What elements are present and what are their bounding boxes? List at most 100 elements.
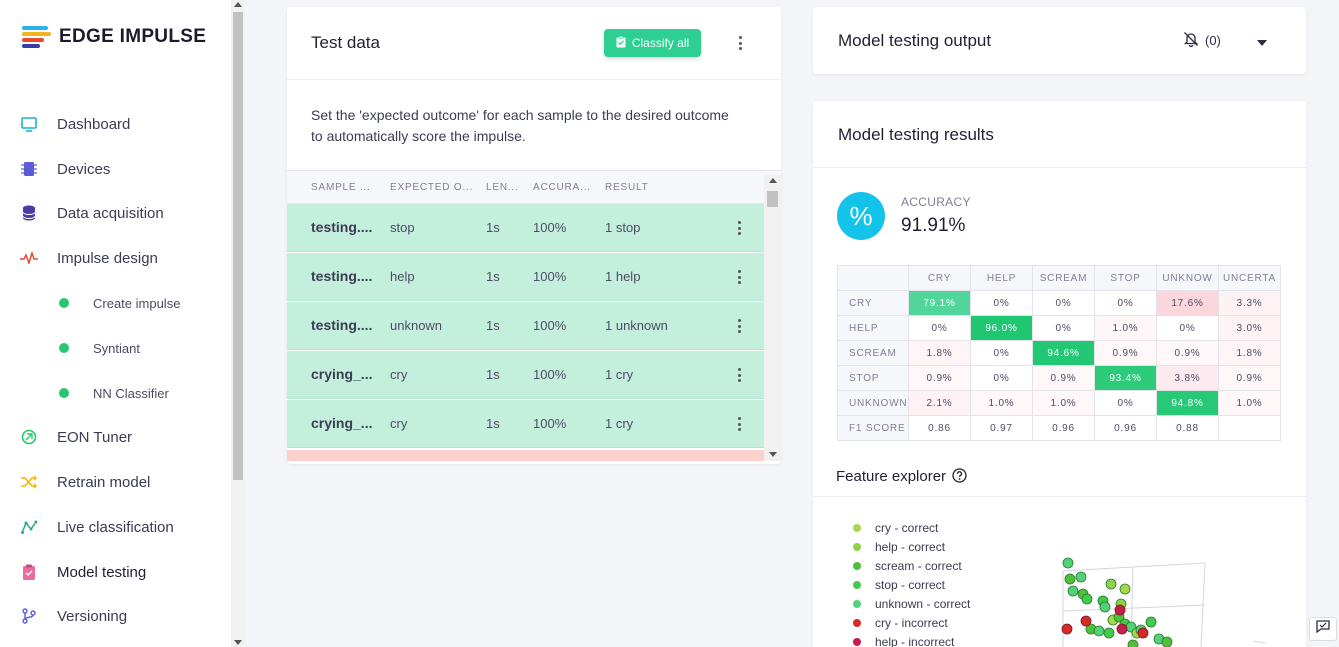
matrix-column-header: HELP xyxy=(970,265,1033,291)
classify-all-label: Classify all xyxy=(631,36,690,50)
confusion-matrix: CRY HELP SCREAM STOP UNKNOW UNCERTA CRY … xyxy=(837,265,1281,441)
sidebar-item-label: Retrain model xyxy=(57,473,151,491)
column-header[interactable]: LEN... xyxy=(486,182,519,193)
sidebar-item-retrain-model[interactable]: Retrain model xyxy=(0,462,231,502)
sample-accuracy: 100% xyxy=(533,367,567,382)
sample-name[interactable]: testing.... xyxy=(311,268,373,284)
feedback-button[interactable] xyxy=(1309,617,1337,641)
help-circle-icon[interactable] xyxy=(952,468,967,487)
legend-swatch xyxy=(853,581,861,589)
scrollbar-thumb[interactable] xyxy=(767,191,778,207)
test-data-menu-icon[interactable] xyxy=(738,36,742,50)
sidebar-item-create-impulse[interactable]: Create impulse xyxy=(0,283,231,323)
sample-name[interactable]: testing.... xyxy=(311,219,373,235)
chevron-down-icon[interactable] xyxy=(1257,40,1267,46)
legend-swatch xyxy=(853,543,861,551)
bell-off-icon xyxy=(1183,31,1199,50)
table-row-incorrect[interactable] xyxy=(287,450,764,461)
legend-item[interactable]: stop - correct xyxy=(853,578,945,592)
sample-name[interactable]: crying_... xyxy=(311,415,373,431)
scroll-up-icon[interactable] xyxy=(234,2,242,7)
scroll-up-icon[interactable] xyxy=(769,178,777,183)
matrix-cell: 1.0% xyxy=(1032,390,1095,416)
sidebar-item-live-classification[interactable]: Live classification xyxy=(0,507,231,547)
sample-length: 1s xyxy=(486,318,500,333)
expected-outcome[interactable]: stop xyxy=(390,220,415,235)
legend-item[interactable]: help - incorrect xyxy=(853,635,954,647)
column-header[interactable]: SAMPLE ... xyxy=(311,182,371,193)
matrix-cell: 0.9% xyxy=(1218,365,1281,391)
matrix-cell: 0% xyxy=(1094,390,1157,416)
sample-name[interactable]: testing.... xyxy=(311,317,373,333)
matrix-cell: 94.8% xyxy=(1156,390,1219,416)
legend-label: scream - correct xyxy=(875,559,962,573)
sample-name[interactable]: crying_... xyxy=(311,366,373,382)
legend-item[interactable]: scream - correct xyxy=(853,559,962,573)
legend-item[interactable]: help - correct xyxy=(853,540,945,554)
legend-item[interactable]: cry - correct xyxy=(853,521,938,535)
feature-explorer-plot[interactable] xyxy=(1043,541,1306,647)
matrix-cell: 0.9% xyxy=(1156,340,1219,366)
table-row[interactable]: crying_... cry 1s 100% 1 cry xyxy=(287,400,764,448)
divider xyxy=(287,79,781,80)
matrix-row-header: STOP xyxy=(837,365,909,391)
expected-outcome[interactable]: cry xyxy=(390,416,408,431)
f1-score-cell: 0.96 xyxy=(1032,415,1095,441)
sidebar-item-syntiant[interactable]: Syntiant xyxy=(0,328,231,368)
sample-accuracy: 100% xyxy=(533,220,567,235)
matrix-cell: 93.4% xyxy=(1094,365,1157,391)
legend-item[interactable]: cry - incorrect xyxy=(853,616,948,630)
f1-score-cell: 0.96 xyxy=(1094,415,1157,441)
row-menu-icon[interactable] xyxy=(737,221,741,235)
column-header[interactable]: RESULT xyxy=(605,182,649,193)
scroll-down-icon[interactable] xyxy=(769,452,777,457)
classify-all-button[interactable]: Classify all xyxy=(604,29,701,57)
sample-length: 1s xyxy=(486,220,500,235)
sidebar-item-label: Data acquisition xyxy=(57,204,164,222)
sidebar-item-label: Devices xyxy=(57,160,111,178)
column-header[interactable]: ACCURA... xyxy=(533,182,591,193)
sample-accuracy: 100% xyxy=(533,269,567,284)
legend-item[interactable]: unknown - correct xyxy=(853,597,970,611)
sidebar-item-eon-tuner[interactable]: EON Tuner xyxy=(0,417,231,457)
table-scrollbar[interactable] xyxy=(764,175,781,461)
sidebar-item-devices[interactable]: Devices xyxy=(0,149,231,189)
sidebar-item-versioning[interactable]: Versioning xyxy=(0,596,231,636)
column-header[interactable]: EXPECTED O... xyxy=(390,182,474,193)
sidebar-item-data-acquisition[interactable]: Data acquisition xyxy=(0,193,231,233)
table-row[interactable]: crying_... cry 1s 100% 1 cry xyxy=(287,351,764,399)
scrollbar-thumb[interactable] xyxy=(233,12,243,480)
table-row[interactable]: testing.... unknown 1s 100% 1 unknown xyxy=(287,302,764,350)
sidebar-item-model-testing[interactable]: Model testing xyxy=(0,552,231,592)
legend-label: cry - incorrect xyxy=(875,616,948,630)
matrix-column-header: UNCERTA xyxy=(1218,265,1281,291)
scroll-down-icon[interactable] xyxy=(234,640,242,645)
legend-label: help - correct xyxy=(875,540,946,554)
matrix-cell: 0% xyxy=(1094,290,1157,316)
row-menu-icon[interactable] xyxy=(737,417,741,431)
sidebar-item-dashboard[interactable]: Dashboard xyxy=(0,104,231,144)
matrix-cell: 0.9% xyxy=(1032,365,1095,391)
feature-explorer-title: Feature explorer xyxy=(836,468,967,487)
row-menu-icon[interactable] xyxy=(737,368,741,382)
notifications-toggle[interactable]: (0) xyxy=(1183,31,1221,50)
sample-result: 1 cry xyxy=(605,367,634,382)
row-menu-icon[interactable] xyxy=(737,319,741,333)
matrix-cell: 1.0% xyxy=(970,390,1033,416)
expected-outcome[interactable]: cry xyxy=(390,367,408,382)
table-row[interactable]: testing.... help 1s 100% 1 help xyxy=(287,253,764,301)
sidebar-scrollbar[interactable] xyxy=(231,0,245,647)
legend-label: unknown - correct xyxy=(875,597,971,611)
sidebar-item-nn-classifier[interactable]: NN Classifier xyxy=(0,373,231,413)
expected-outcome[interactable]: unknown xyxy=(390,318,443,333)
matrix-cell: 0.9% xyxy=(908,365,971,391)
brand-logo[interactable]: EDGE IMPULSE xyxy=(22,26,206,48)
matrix-cell: 0% xyxy=(1032,290,1095,316)
table-row[interactable]: testing.... stop 1s 100% 1 stop xyxy=(287,204,764,252)
expected-outcome[interactable]: help xyxy=(390,269,415,284)
matrix-cell: 1.8% xyxy=(908,340,971,366)
sidebar-item-impulse-design[interactable]: Impulse design xyxy=(0,238,231,278)
matrix-cell: 96.0% xyxy=(970,315,1033,341)
sidebar-item-label: EON Tuner xyxy=(57,428,133,446)
row-menu-icon[interactable] xyxy=(737,270,741,284)
